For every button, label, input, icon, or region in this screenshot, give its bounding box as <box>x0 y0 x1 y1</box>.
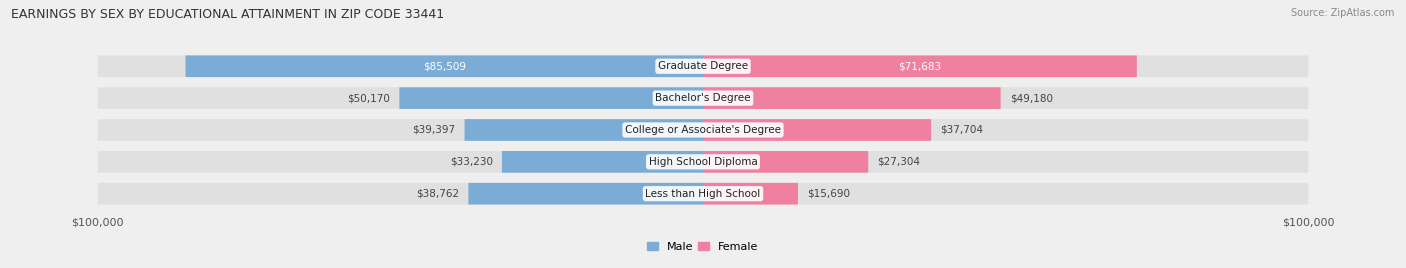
FancyBboxPatch shape <box>98 151 1308 173</box>
Text: $39,397: $39,397 <box>412 125 456 135</box>
Legend: Male, Female: Male, Female <box>643 237 763 256</box>
Text: $33,230: $33,230 <box>450 157 494 167</box>
Text: $15,690: $15,690 <box>807 189 851 199</box>
FancyBboxPatch shape <box>703 87 1001 109</box>
FancyBboxPatch shape <box>502 151 703 173</box>
FancyBboxPatch shape <box>399 87 703 109</box>
FancyBboxPatch shape <box>98 119 1308 141</box>
FancyBboxPatch shape <box>703 151 869 173</box>
Text: Graduate Degree: Graduate Degree <box>658 61 748 71</box>
Text: $38,762: $38,762 <box>416 189 460 199</box>
FancyBboxPatch shape <box>703 183 799 204</box>
FancyBboxPatch shape <box>98 87 1308 109</box>
FancyBboxPatch shape <box>703 119 931 141</box>
Text: Bachelor's Degree: Bachelor's Degree <box>655 93 751 103</box>
Text: $27,304: $27,304 <box>877 157 921 167</box>
FancyBboxPatch shape <box>186 55 703 77</box>
Text: $85,509: $85,509 <box>423 61 465 71</box>
Text: High School Diploma: High School Diploma <box>648 157 758 167</box>
FancyBboxPatch shape <box>98 55 1308 77</box>
Text: $50,170: $50,170 <box>347 93 391 103</box>
Text: $49,180: $49,180 <box>1010 93 1053 103</box>
Text: Source: ZipAtlas.com: Source: ZipAtlas.com <box>1291 8 1395 18</box>
Text: $37,704: $37,704 <box>941 125 983 135</box>
FancyBboxPatch shape <box>98 183 1308 204</box>
Text: Less than High School: Less than High School <box>645 189 761 199</box>
FancyBboxPatch shape <box>468 183 703 204</box>
Text: College or Associate's Degree: College or Associate's Degree <box>626 125 780 135</box>
FancyBboxPatch shape <box>464 119 703 141</box>
Text: $71,683: $71,683 <box>898 61 942 71</box>
FancyBboxPatch shape <box>703 55 1137 77</box>
Text: EARNINGS BY SEX BY EDUCATIONAL ATTAINMENT IN ZIP CODE 33441: EARNINGS BY SEX BY EDUCATIONAL ATTAINMEN… <box>11 8 444 21</box>
